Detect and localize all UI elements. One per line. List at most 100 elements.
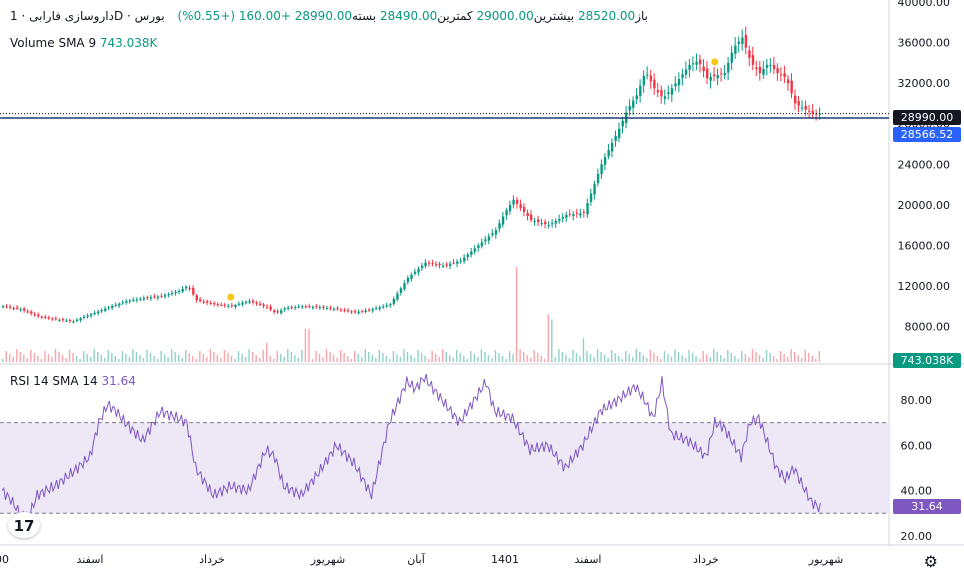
candle-body [769, 64, 772, 66]
volume-bar [118, 359, 120, 362]
volume-bar [642, 355, 645, 362]
candle-body [100, 310, 103, 312]
rsi-tick-label: 60.00 [901, 439, 933, 452]
candle-body [410, 274, 413, 279]
volume-bar [558, 349, 560, 362]
volume-bar [304, 328, 307, 362]
candle-body [237, 303, 241, 305]
volume-bar [519, 349, 521, 362]
volume-bar [607, 358, 609, 362]
candle-body [456, 261, 459, 264]
candle-body [378, 307, 382, 309]
candle-body [149, 297, 153, 299]
rsi-legend[interactable]: RSI 14 SMA 14 31.64 [10, 374, 136, 388]
volume-bar [477, 357, 479, 362]
candle-body [751, 55, 755, 65]
volume-bar [375, 358, 377, 362]
volume-bar [389, 359, 391, 362]
volume-bar [26, 358, 29, 362]
time-tick-label: آبان [407, 552, 425, 566]
candle-body [220, 304, 223, 306]
volume-bar [610, 350, 613, 362]
candle-body [480, 242, 484, 247]
candle-body [262, 304, 265, 307]
candle-body [276, 311, 279, 313]
volume-bar [406, 352, 409, 362]
volume-bar [530, 358, 532, 362]
candle-body [727, 62, 730, 73]
candle-body [142, 298, 146, 300]
candle-body [192, 287, 195, 295]
candle-body [776, 68, 779, 74]
volume-bar [58, 352, 60, 362]
volume-bar [220, 358, 222, 362]
volume-bar [751, 349, 754, 362]
volume-bar [561, 352, 564, 362]
candle-body [434, 264, 438, 266]
candle-body [167, 294, 170, 296]
volume-bar [653, 353, 655, 362]
volume-bar [621, 359, 623, 362]
rsi-value-tag: 31.64 [893, 499, 961, 514]
volume-bar [149, 353, 152, 362]
close-label: بسته [352, 9, 377, 23]
candle-body [709, 77, 712, 81]
candle-body [473, 248, 477, 252]
volume-bar [473, 354, 476, 362]
symbol-header: داروسازی فارابی · 1D · بورس [10, 9, 165, 23]
candle-body [294, 307, 297, 309]
volume-bar [339, 350, 342, 362]
candle-body [720, 73, 723, 75]
candle-body [586, 203, 589, 215]
volume-bar [273, 359, 275, 362]
volume-bar [47, 354, 50, 362]
volume-bar [459, 353, 461, 362]
candle-body [565, 214, 568, 218]
candle-body [368, 309, 371, 311]
open-label: باز [635, 9, 648, 23]
gear-icon[interactable]: ⚙ [923, 552, 938, 571]
price-tick-label: 36000.00 [898, 37, 951, 50]
volume-bar [37, 356, 39, 362]
volume-bar [5, 351, 7, 362]
interval-label[interactable]: 1D [10, 9, 124, 23]
volume-bar [632, 357, 634, 362]
volume-bar [174, 352, 176, 362]
tradingview-logo-icon[interactable]: 17 [8, 512, 40, 538]
candle-body [706, 68, 709, 79]
candle-body [649, 75, 653, 82]
candle-body [477, 245, 480, 249]
volume-bar [424, 356, 426, 362]
candle-body [575, 212, 579, 214]
volume-bar [227, 353, 229, 362]
volume-bar [399, 357, 402, 362]
volume-bar [723, 358, 725, 362]
volume-legend[interactable]: Volume SMA 9 743.038K [10, 36, 157, 50]
candle-body [632, 100, 635, 108]
candle-body [135, 299, 139, 301]
candle-body [47, 317, 51, 319]
volume-bar [16, 349, 18, 362]
candle-body [170, 293, 174, 295]
candle-body [325, 308, 329, 310]
candle-body [128, 300, 132, 302]
volume-bar [618, 356, 620, 362]
volume-bar [720, 355, 722, 362]
candle-body [646, 74, 649, 76]
candle-body [16, 307, 19, 309]
candle-body [427, 262, 431, 264]
candle-body [463, 257, 466, 262]
volume-bar [681, 355, 683, 362]
volume-bar [456, 350, 458, 362]
volume-bar [111, 353, 113, 362]
volume-bar [568, 358, 571, 362]
candle-body [808, 110, 811, 112]
volume-bar [698, 359, 701, 362]
svg-text:17: 17 [14, 517, 35, 535]
volume-bar [107, 350, 109, 362]
ohlc-legend: باز28520.00 بیشترین29000.00 کمترین28490.… [178, 9, 649, 23]
volume-bar [371, 355, 373, 362]
volume-bar [276, 351, 278, 362]
candle-body [582, 211, 586, 213]
